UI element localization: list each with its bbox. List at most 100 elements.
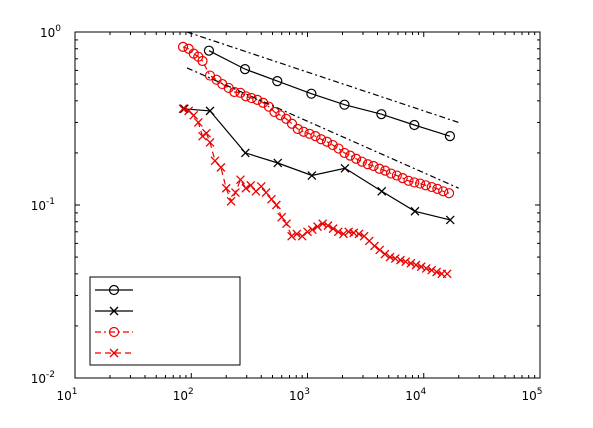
data-point <box>292 229 302 239</box>
data-point <box>304 128 315 139</box>
legend-entry <box>95 348 133 358</box>
data-point <box>189 110 199 120</box>
data-point <box>277 212 287 222</box>
x-tick-base: 10 <box>289 389 304 403</box>
data-point <box>370 241 379 251</box>
data-point <box>323 221 333 231</box>
data-point <box>432 267 442 277</box>
series-line <box>186 67 459 189</box>
data-point <box>316 134 327 145</box>
data-point <box>178 104 188 114</box>
y-tick-label: 100 <box>40 24 61 40</box>
data-point <box>444 131 456 142</box>
data-point <box>340 163 350 173</box>
x-tick-label: 103 <box>289 387 310 403</box>
data-point <box>307 225 317 235</box>
legend-marker <box>108 326 120 338</box>
data-point <box>198 131 207 141</box>
data-point <box>239 64 251 75</box>
data-point <box>303 227 312 237</box>
data-point <box>368 160 379 172</box>
data-point <box>235 87 246 98</box>
data-point <box>241 183 251 193</box>
data-point <box>432 183 443 194</box>
data-point <box>351 153 362 164</box>
data-point <box>240 148 250 158</box>
data-point <box>377 186 387 196</box>
data-point <box>443 188 455 199</box>
data-point <box>410 206 420 216</box>
data-point <box>306 88 317 99</box>
data-point <box>406 258 416 268</box>
x-tick-exponent: 2 <box>188 387 194 397</box>
data-point <box>221 183 231 193</box>
data-point <box>411 260 421 270</box>
data-point <box>307 171 317 181</box>
data-point <box>414 178 426 189</box>
data-point <box>292 123 303 135</box>
data-point <box>426 181 437 193</box>
legend <box>89 276 241 366</box>
data-point <box>380 165 391 176</box>
series-5 <box>186 67 459 189</box>
data-point <box>313 222 322 232</box>
data-point <box>354 229 364 239</box>
y-tick-label: 10-1 <box>31 197 55 213</box>
x-tick-base: 10 <box>405 389 420 403</box>
data-point <box>216 162 226 172</box>
legend-entry <box>95 326 133 338</box>
x-tick-label: 102 <box>173 387 194 403</box>
data-point <box>339 99 350 110</box>
data-point <box>240 91 251 102</box>
data-point <box>427 265 437 275</box>
y-tick-label: 10-2 <box>31 370 55 386</box>
legend-marker <box>108 284 120 296</box>
series-2 <box>177 41 455 199</box>
data-point <box>235 175 245 185</box>
data-point <box>409 119 420 131</box>
y-tick-exponent: -2 <box>46 370 55 380</box>
x-tick-exponent: 3 <box>304 387 310 397</box>
data-point <box>281 113 292 124</box>
data-point <box>275 110 286 121</box>
data-point <box>327 139 338 151</box>
data-point <box>376 109 387 120</box>
x-tick-exponent: 4 <box>421 387 427 397</box>
legend-entry <box>95 284 133 296</box>
legend-marker <box>109 306 119 316</box>
data-point <box>390 254 400 264</box>
data-point <box>273 158 283 168</box>
data-point <box>374 163 385 174</box>
data-point <box>318 219 328 229</box>
data-point <box>333 227 343 237</box>
x-tick-label: 101 <box>56 387 77 403</box>
data-point <box>298 126 309 137</box>
data-point <box>287 231 297 241</box>
data-point <box>229 86 240 98</box>
data-point <box>197 55 208 67</box>
data-point <box>205 137 215 147</box>
data-point <box>230 188 240 198</box>
data-point <box>256 181 266 191</box>
x-tick-label: 104 <box>405 387 426 403</box>
data-point <box>310 131 321 142</box>
data-point <box>282 219 291 229</box>
data-point <box>375 245 385 255</box>
y-tick-base: 10 <box>31 199 46 213</box>
data-point <box>421 263 431 273</box>
data-point <box>203 45 215 56</box>
data-point <box>321 136 333 147</box>
y-tick-base: 10 <box>31 372 46 386</box>
legend-marker <box>109 348 119 358</box>
x-tick-exponent: 5 <box>537 387 543 397</box>
data-point <box>193 117 203 127</box>
data-point <box>395 255 405 265</box>
legend-entry <box>95 306 133 316</box>
data-point <box>328 224 338 234</box>
data-point <box>391 170 402 181</box>
data-point <box>442 269 452 279</box>
data-point <box>271 200 281 210</box>
data-point <box>445 215 455 225</box>
